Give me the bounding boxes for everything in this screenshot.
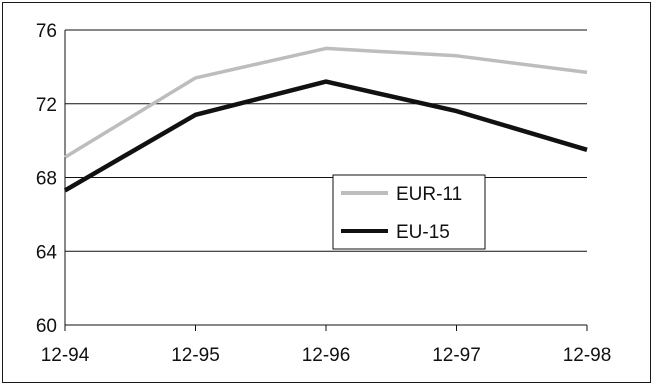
legend-label-eur-11: EUR-11	[396, 184, 462, 205]
y-tick-label: 72	[36, 95, 57, 116]
series-lines	[63, 46, 588, 193]
legend-box	[332, 174, 486, 250]
y-tick-label: 68	[36, 169, 57, 190]
legend: EUR-11 EU-15	[332, 174, 486, 250]
x-tick-label: 12-94	[41, 345, 90, 366]
x-tick-label: 12-97	[432, 345, 481, 366]
series-line-eur-11	[64, 46, 588, 159]
series-line-eu-15	[63, 79, 588, 193]
axes: 60 64 68 72 76 12-94 12-95 12-96 12-97 12-98	[36, 21, 611, 366]
x-tick-label: 12-95	[171, 345, 220, 366]
y-tick-label: 60	[36, 316, 57, 337]
y-tick-label: 64	[36, 242, 58, 263]
legend-label-eu-15: EU-15	[396, 222, 450, 243]
x-tick-label: 12-96	[302, 345, 351, 366]
x-tick-label: 12-98	[563, 345, 612, 366]
y-tick-label: 76	[36, 21, 57, 42]
